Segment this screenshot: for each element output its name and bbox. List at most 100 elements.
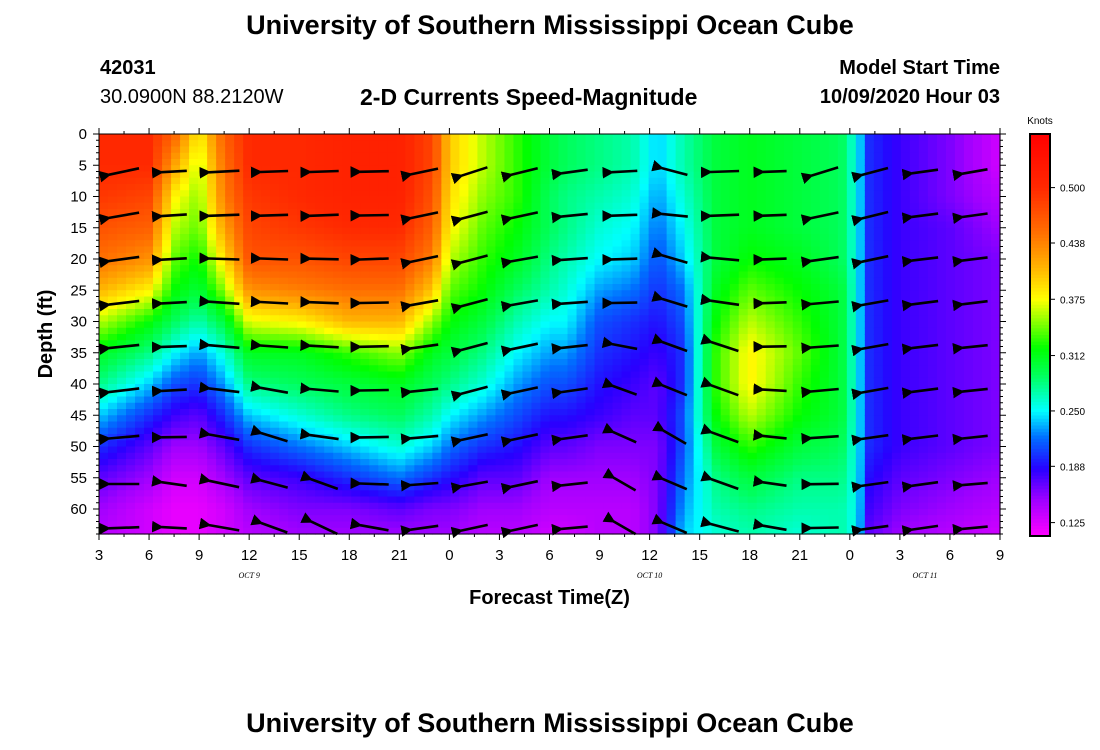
- heatmap-cell: [162, 515, 172, 523]
- heatmap-cell: [297, 359, 307, 366]
- heatmap-cell: [720, 309, 731, 316]
- heatmap-cell: [531, 171, 542, 179]
- heatmap-cell: [540, 421, 551, 429]
- heatmap-cell: [225, 271, 235, 279]
- heatmap-cell: [324, 521, 334, 529]
- heatmap-cell: [666, 271, 677, 279]
- heatmap-cell: [387, 152, 397, 160]
- heatmap-cell: [792, 259, 803, 266]
- heatmap-cell: [243, 271, 253, 279]
- heatmap-cell: [423, 221, 433, 229]
- heatmap-cell: [702, 459, 713, 466]
- heatmap-cell: [621, 427, 632, 435]
- heatmap-cell: [225, 471, 235, 479]
- heatmap-cell: [306, 365, 316, 373]
- heatmap-cell: [441, 159, 451, 166]
- heatmap-cell: [792, 421, 803, 429]
- heatmap-cell: [513, 327, 524, 335]
- heatmap-cell: [576, 277, 587, 285]
- heatmap-cell: [414, 396, 424, 404]
- heatmap-cell: [684, 327, 695, 335]
- heatmap-cell: [558, 146, 569, 154]
- heatmap-cell: [684, 134, 695, 141]
- heatmap-cell: [243, 190, 253, 198]
- heatmap-cell: [405, 440, 415, 448]
- heatmap-cell: [108, 177, 118, 185]
- heatmap-cell: [729, 409, 740, 416]
- heatmap-cell: [270, 209, 280, 216]
- heatmap-cell: [324, 196, 334, 204]
- heatmap-cell: [585, 177, 596, 185]
- heatmap-cell: [162, 427, 172, 435]
- heatmap-cell: [558, 246, 569, 254]
- heatmap-cell: [432, 215, 442, 223]
- heatmap-cell: [594, 371, 605, 379]
- heatmap-cell: [585, 365, 596, 373]
- heatmap-cell: [702, 284, 713, 291]
- heatmap-cell: [747, 140, 758, 148]
- heatmap-cell: [261, 390, 271, 398]
- heatmap-cell: [495, 384, 506, 391]
- heatmap-cell: [711, 352, 722, 360]
- heatmap-cell: [162, 202, 172, 210]
- heatmap-cell: [540, 221, 551, 229]
- heatmap-cell: [135, 152, 145, 160]
- heatmap-cell: [369, 296, 379, 304]
- heatmap-cell: [702, 184, 713, 191]
- heatmap-cell: [405, 190, 415, 198]
- heatmap-cell: [522, 134, 533, 141]
- heatmap-cell: [171, 471, 181, 479]
- heatmap-cell: [558, 490, 569, 498]
- heatmap-cell: [135, 215, 145, 223]
- heatmap-cell: [378, 359, 388, 366]
- heatmap-cell: [765, 321, 776, 329]
- heatmap-cell: [180, 440, 190, 448]
- heatmap-cell: [306, 302, 316, 310]
- heatmap-cell: [522, 340, 533, 348]
- heatmap-cell: [306, 521, 316, 529]
- heatmap-cell: [432, 321, 442, 329]
- heatmap-cell: [333, 371, 343, 379]
- heatmap-cell: [756, 240, 767, 248]
- heatmap-cell: [333, 134, 343, 141]
- heatmap-cell: [756, 284, 767, 291]
- heatmap-cell: [288, 334, 298, 341]
- heatmap-cell: [738, 515, 749, 523]
- heatmap-cell: [216, 265, 226, 273]
- heatmap-cell: [522, 359, 533, 366]
- heatmap-cell: [297, 152, 307, 160]
- heatmap-cell: [324, 446, 334, 454]
- heatmap-cell: [342, 221, 352, 229]
- heatmap-cell: [333, 521, 343, 529]
- heatmap-cell: [342, 477, 352, 485]
- heatmap-cell: [207, 334, 217, 341]
- heatmap-cell: [459, 309, 470, 316]
- heatmap-cell: [369, 321, 379, 329]
- heatmap-cell: [477, 465, 488, 473]
- heatmap-cell: [279, 471, 289, 479]
- heatmap-cell: [99, 277, 109, 285]
- heatmap-cell: [405, 202, 415, 210]
- heatmap-cell: [711, 409, 722, 416]
- heatmap-cell: [666, 252, 677, 260]
- heatmap-cell: [162, 371, 172, 379]
- heatmap-cell: [468, 209, 479, 216]
- heatmap-cell: [747, 384, 758, 391]
- heatmap-cell: [153, 384, 163, 391]
- heatmap-cell: [549, 227, 560, 235]
- heatmap-cell: [162, 340, 172, 348]
- heatmap-cell: [666, 471, 677, 479]
- heatmap-cell: [261, 484, 271, 491]
- heatmap-cell: [315, 515, 325, 523]
- heatmap-cell: [252, 240, 262, 248]
- heatmap-cell: [738, 446, 749, 454]
- heatmap-cell: [396, 496, 406, 504]
- heatmap-cell: [234, 202, 244, 210]
- heatmap-cell: [342, 340, 352, 348]
- heatmap-cell: [486, 340, 497, 348]
- heatmap-cell: [360, 227, 370, 235]
- heatmap-cell: [585, 271, 596, 279]
- heatmap-cell: [270, 152, 280, 160]
- heatmap-cell: [225, 515, 235, 523]
- heatmap-cell: [189, 315, 199, 323]
